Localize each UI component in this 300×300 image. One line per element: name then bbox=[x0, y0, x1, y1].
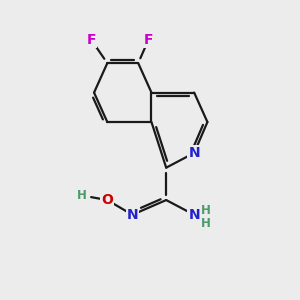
Text: F: F bbox=[144, 33, 153, 46]
Text: N: N bbox=[188, 208, 200, 222]
Text: H: H bbox=[200, 205, 210, 218]
Text: N: N bbox=[127, 208, 138, 222]
Text: H: H bbox=[77, 189, 87, 202]
Text: N: N bbox=[188, 146, 200, 160]
Text: H: H bbox=[200, 217, 210, 230]
Text: F: F bbox=[86, 33, 96, 46]
Text: O: O bbox=[101, 193, 113, 207]
